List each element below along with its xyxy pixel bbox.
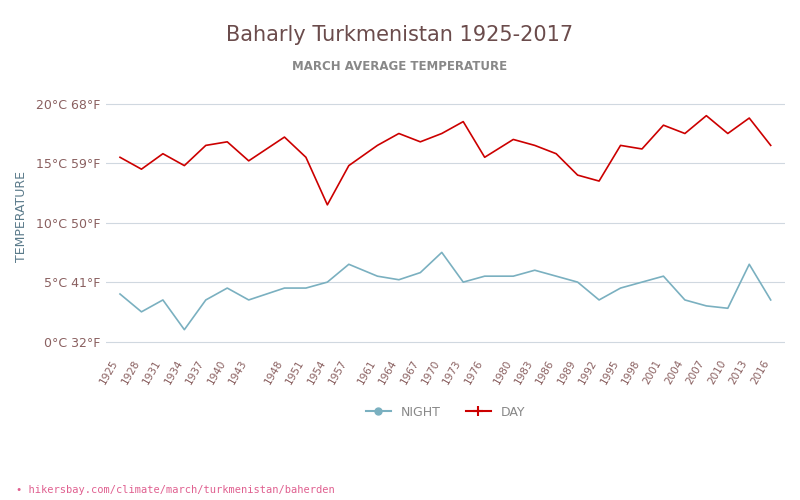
Text: MARCH AVERAGE TEMPERATURE: MARCH AVERAGE TEMPERATURE: [293, 60, 507, 73]
Text: • hikersbay.com/climate/march/turkmenistan/baherden: • hikersbay.com/climate/march/turkmenist…: [16, 485, 334, 495]
Legend: NIGHT, DAY: NIGHT, DAY: [361, 401, 530, 424]
Y-axis label: TEMPERATURE: TEMPERATURE: [15, 171, 28, 262]
Text: Baharly Turkmenistan 1925-2017: Baharly Turkmenistan 1925-2017: [226, 25, 574, 45]
